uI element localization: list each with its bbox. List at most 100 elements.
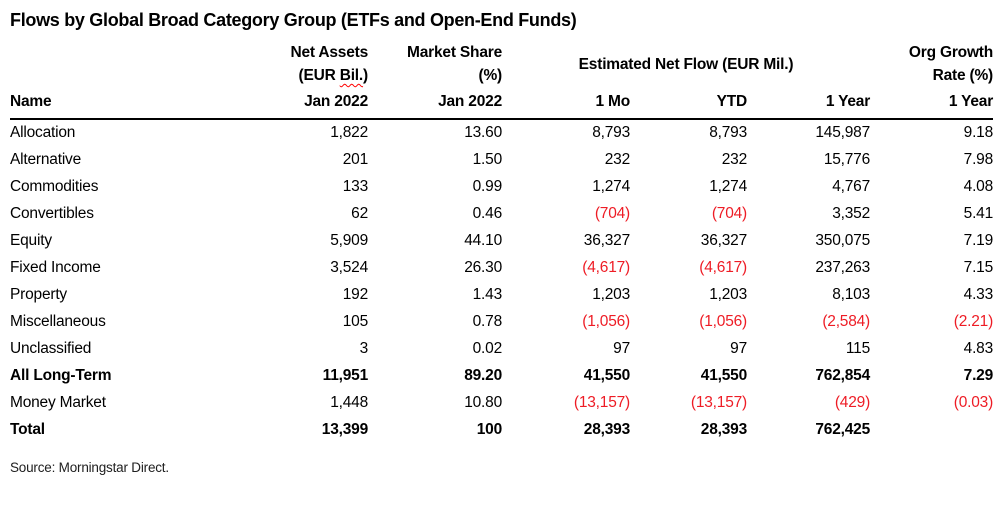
market-share-line2: (%) (478, 67, 502, 84)
value-cell: 201 (342, 150, 368, 168)
value-cell: 4.33 (963, 285, 994, 303)
value-cell: 1.43 (472, 285, 503, 303)
value-cell: 1,203 (709, 285, 747, 303)
value-cell: 7.29 (963, 366, 994, 384)
value-cell: 105 (342, 312, 368, 330)
value-cell: 5.41 (963, 204, 994, 222)
table-row: Fixed Income 3,524 26.30 (4,617) (4,617) 237,… (10, 254, 993, 281)
value-cell: 115 (845, 339, 871, 357)
col-label-market-share-period: Jan 2022 (368, 87, 502, 120)
table-row: Convertibles 62 0.46 (704) (704) 3,352 5.41 (10, 200, 993, 227)
value-cell: 145,987 (815, 124, 871, 141)
value-cell: 97 (613, 339, 630, 357)
value-cell: (429) (834, 393, 871, 411)
value-cell: 13.60 (464, 124, 502, 141)
value-cell: 3,524 (330, 258, 368, 276)
value-cell: 232 (604, 150, 630, 168)
value-cell (870, 416, 993, 443)
net-assets-line1: Net Assets (290, 44, 368, 61)
row-name: Equity (10, 231, 52, 249)
value-cell: (13,157) (690, 393, 747, 411)
org-growth-line1: Org Growth (908, 44, 994, 61)
col-label-net-assets-period: Jan 2022 (235, 87, 368, 120)
value-cell: 762,854 (815, 366, 871, 384)
col-header-org-growth: Org Growth Rate (%) (870, 33, 993, 87)
value-cell: (4,617) (582, 258, 630, 276)
value-cell: 36,327 (700, 231, 747, 249)
value-cell: (2,584) (822, 312, 871, 330)
value-cell: 13,399 (321, 420, 368, 438)
value-cell: 0.02 (472, 339, 503, 357)
value-cell: 62 (351, 204, 368, 222)
row-name: All Long-Term (10, 366, 112, 384)
flows-table: Net Assets (EUR Bil.) Market Share (%) E… (10, 33, 993, 443)
value-cell: 237,263 (815, 258, 871, 276)
report-page: Flows by Global Broad Category Group (ET… (10, 10, 993, 475)
value-cell: 4.83 (963, 339, 994, 357)
value-cell: 350,075 (815, 231, 871, 249)
value-cell: 1,274 (709, 177, 747, 195)
table-row: Total 13,399 100 28,393 28,393 762,425 (10, 416, 993, 443)
flow-group-label: Estimated Net Flow (EUR Mil.) (578, 55, 794, 73)
row-name: Alternative (10, 150, 82, 168)
header-spacer (10, 33, 235, 87)
row-name: Total (10, 420, 45, 438)
value-cell: (4,617) (699, 258, 747, 276)
source-note: Source: Morningstar Direct. (10, 460, 169, 475)
org-growth-line2: Rate (%) (932, 67, 994, 84)
page-title: Flows by Global Broad Category Group (ET… (10, 10, 577, 30)
table-row: Alternative 201 1.50 232 232 15,776 7.98 (10, 146, 993, 173)
col-label-1mo: 1 Mo (502, 87, 630, 120)
col-label-org-growth-period: 1 Year (870, 87, 993, 120)
row-name: Allocation (10, 124, 76, 141)
value-cell: 41,550 (583, 366, 630, 384)
value-cell: 7.98 (963, 150, 994, 168)
value-cell: 5,909 (330, 231, 368, 249)
value-cell: 3,352 (832, 204, 871, 222)
value-cell: 1,203 (592, 285, 630, 303)
table-row: Commodities 133 0.99 1,274 1,274 4,767 4.08 (10, 173, 993, 200)
value-cell: 3 (359, 339, 369, 357)
value-cell: 100 (476, 420, 502, 438)
row-name: Unclassified (10, 339, 92, 357)
table-row: All Long-Term 11,951 89.20 41,550 41,550 762,… (10, 362, 993, 389)
row-name: Miscellaneous (10, 312, 106, 330)
value-cell: 28,393 (583, 420, 630, 438)
value-cell: 0.78 (472, 312, 503, 330)
value-cell: (0.03) (953, 393, 994, 411)
value-cell: 0.99 (472, 177, 503, 195)
value-cell: 44.10 (464, 231, 502, 249)
market-share-line1: Market Share (407, 44, 502, 61)
value-cell: 0.46 (472, 204, 503, 222)
value-cell: (1,056) (699, 312, 747, 330)
table-row: Money Market 1,448 10.80 (13,157) (13,157) (4… (10, 389, 993, 416)
value-cell: 4,767 (832, 177, 871, 195)
value-cell: 1,274 (592, 177, 630, 195)
value-cell: 28,393 (700, 420, 747, 438)
col-label-name: Name (10, 87, 235, 120)
value-cell: 7.15 (963, 258, 994, 276)
table-body: Allocation 1,822 13.60 8,793 8,793 145,987 9.1… (10, 119, 993, 443)
table-row: Miscellaneous 105 0.78 (1,056) (1,056) (2,584… (10, 308, 993, 335)
value-cell: 11,951 (322, 366, 369, 384)
net-assets-line2: (EUR Bil.) (298, 67, 369, 84)
value-cell: 192 (342, 285, 368, 303)
value-cell: 26.30 (464, 258, 502, 276)
row-name: Property (10, 285, 67, 303)
col-label-1year: 1 Year (747, 87, 870, 120)
header-group-row: Net Assets (EUR Bil.) Market Share (%) E… (10, 33, 993, 87)
table-row: Property 192 1.43 1,203 1,203 8,103 4.33 (10, 281, 993, 308)
col-label-ytd: YTD (630, 87, 747, 120)
value-cell: 97 (730, 339, 747, 357)
value-cell: 1,448 (330, 393, 368, 411)
row-name: Convertibles (10, 204, 94, 222)
value-cell: 10.80 (464, 393, 502, 411)
value-cell: 7.19 (963, 231, 994, 249)
value-cell: (1,056) (582, 312, 630, 330)
value-cell: 1,822 (330, 124, 368, 141)
value-cell: 9.18 (963, 124, 994, 141)
row-name: Money Market (10, 393, 106, 411)
value-cell: 8,103 (832, 285, 871, 303)
value-cell: (2.21) (953, 312, 994, 330)
value-cell: 133 (342, 177, 368, 195)
